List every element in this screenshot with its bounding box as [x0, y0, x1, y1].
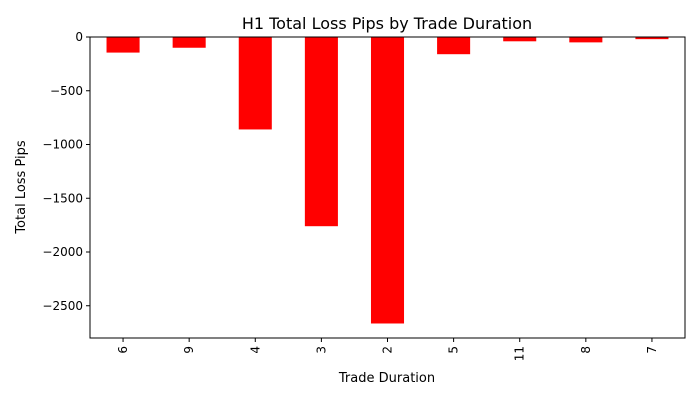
y-tick-label: −1500 — [42, 191, 83, 205]
y-tick-label: −1000 — [42, 138, 83, 152]
y-tick-label: 0 — [75, 30, 83, 44]
y-tick-label: −2500 — [42, 299, 83, 313]
bar-11 — [503, 37, 537, 42]
y-axis-label: Total Loss Pips — [14, 140, 29, 235]
x-tick-label: 2 — [381, 346, 395, 354]
x-tick-label: 8 — [579, 346, 593, 354]
bar-3 — [304, 37, 338, 227]
bar-9 — [172, 37, 206, 48]
bar-4 — [238, 37, 272, 130]
x-tick-label: 5 — [447, 346, 461, 354]
x-tick-label: 3 — [314, 346, 328, 354]
plot-frame — [89, 36, 686, 339]
x-tick-label: 7 — [645, 346, 659, 354]
y-tick-label: −500 — [50, 84, 83, 98]
bar-6 — [106, 37, 140, 53]
x-axis: 6 9 4 3 2 5 11 8 7 — [116, 338, 659, 361]
x-axis-label: Trade Duration — [338, 371, 435, 386]
x-tick-label: 4 — [248, 346, 262, 354]
x-tick-label: 6 — [116, 346, 130, 354]
bars-group — [106, 37, 669, 324]
y-axis: 0 −500 −1000 −1500 −2000 −2500 — [42, 30, 90, 313]
y-tick-label: −2000 — [42, 245, 83, 259]
bar-2 — [370, 37, 405, 324]
bar-8 — [569, 37, 603, 43]
bar-7 — [635, 37, 669, 40]
x-tick-label: 11 — [513, 346, 527, 361]
bar-5 — [437, 37, 471, 55]
x-tick-label: 9 — [182, 346, 196, 354]
chart-title: H1 Total Loss Pips by Trade Duration — [242, 14, 532, 33]
